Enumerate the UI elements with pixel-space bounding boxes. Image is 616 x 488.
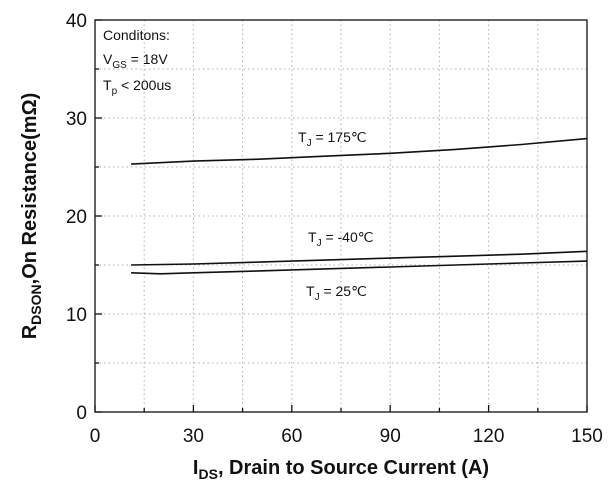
y-tick-label: 20 — [66, 207, 87, 228]
x-tick-label: 60 — [281, 426, 302, 447]
series-line-minus40c — [131, 250, 588, 266]
series-label-25c: TJ = 25℃ — [306, 283, 367, 303]
y-tick-label: 0 — [76, 403, 87, 424]
grid-layer — [95, 20, 587, 412]
conditions-tp: Tp < 200us — [103, 77, 171, 97]
x-tick-label: 90 — [380, 426, 401, 447]
conditions-title: Conditons: — [103, 27, 170, 43]
series-label-minus40c: TJ = -40℃ — [308, 229, 373, 249]
y-tick-label: 30 — [66, 109, 87, 130]
y-tick-label: 40 — [66, 11, 87, 32]
y-tick-label: 10 — [66, 305, 87, 326]
series-layer — [131, 137, 588, 275]
x-tick-label: 120 — [473, 426, 505, 447]
conditions-vgs: VGS = 18V — [103, 51, 168, 71]
x-axis-title: IDS, Drain to Source Current (A) — [193, 457, 489, 482]
x-tick-label: 0 — [90, 426, 101, 447]
tick-layer: 0 30 60 90 120 150 0 10 20 30 40 — [66, 11, 603, 447]
series-line-25c — [131, 260, 588, 275]
series-line-175c — [131, 137, 588, 165]
x-tick-label: 150 — [571, 426, 603, 447]
x-tick-label: 30 — [183, 426, 204, 447]
y-axis-title: RDSON,On Resistance(mΩ) — [19, 93, 44, 340]
series-label-175c: TJ = 175℃ — [298, 129, 367, 149]
